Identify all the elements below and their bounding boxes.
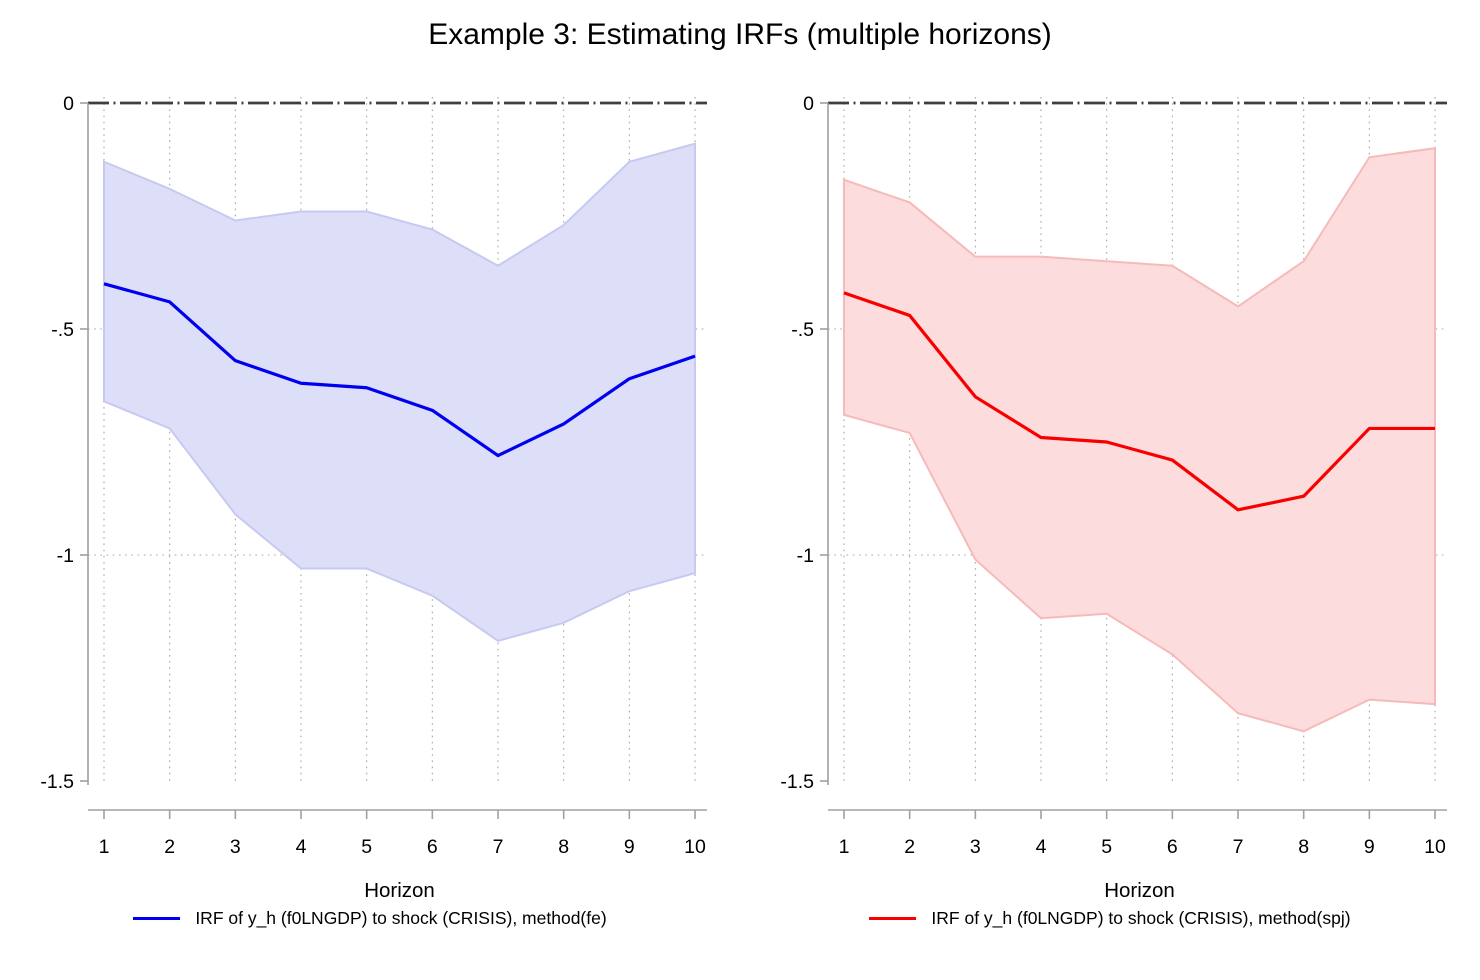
legend-fe: IRF of y_h (f0LNGDP) to shock (CRISIS), … (0, 908, 740, 929)
confidence-band (103, 142, 697, 642)
x-tick-label: 2 (904, 836, 915, 858)
y-tick-label: -1 (57, 545, 74, 567)
panel-method-fe: 0 -.5 -1 -1.5 1 2 3 4 5 6 7 8 9 10 Horizon (0, 75, 740, 905)
legend-label-spj: IRF of y_h (f0LNGDP) to shock (CRISIS), … (931, 908, 1351, 928)
y-tick-label: 0 (63, 93, 74, 115)
y-tick-label: -1.5 (40, 771, 74, 793)
y-tick-label: 0 (803, 93, 814, 115)
x-tick-label: 3 (970, 836, 981, 858)
legend-spj: IRF of y_h (f0LNGDP) to shock (CRISIS), … (740, 908, 1480, 929)
irf-chart-spj: 0 -.5 -1 -1.5 1 2 3 4 5 6 7 8 9 10 Horizon (780, 93, 1447, 902)
x-tick-label: 6 (427, 836, 438, 858)
x-tick-label: 1 (99, 836, 110, 858)
x-tick-label: 1 (839, 836, 850, 858)
x-tick-label: 3 (230, 836, 241, 858)
chart-title: Example 3: Estimating IRFs (multiple hor… (428, 18, 1052, 51)
x-tick-label: 2 (164, 836, 175, 858)
x-tick-label: 8 (558, 836, 569, 858)
x-tick-label: 6 (1167, 836, 1178, 858)
x-tick-label: 5 (1101, 836, 1112, 858)
x-axis-title: Horizon (1104, 879, 1175, 902)
x-axis-title: Horizon (364, 879, 435, 902)
y-tick-label: -1.5 (780, 771, 814, 793)
x-tick-label: 4 (1036, 836, 1047, 858)
legend-line-swatch-fe (133, 917, 181, 920)
x-tick-label: 10 (684, 836, 706, 858)
irf-line (843, 291, 1436, 512)
y-tick-label: -.5 (791, 319, 814, 341)
x-tick-label: 8 (1298, 836, 1309, 858)
x-tick-label: 5 (361, 836, 372, 858)
legend-label-fe: IRF of y_h (f0LNGDP) to shock (CRISIS), … (195, 908, 607, 928)
panel-method-spj: 0 -.5 -1 -1.5 1 2 3 4 5 6 7 8 9 10 Horizon (740, 75, 1480, 905)
x-tick-label: 9 (624, 836, 635, 858)
x-tick-label: 4 (296, 836, 307, 858)
irf-line (103, 282, 696, 458)
legend-line-swatch-spj (869, 917, 917, 920)
x-tick-label: 9 (1364, 836, 1375, 858)
irf-chart-fe: 0 -.5 -1 -1.5 1 2 3 4 5 6 7 8 9 10 Horizon (40, 93, 707, 902)
confidence-band (843, 147, 1437, 733)
x-tick-label: 7 (493, 836, 504, 858)
x-tick-label: 7 (1233, 836, 1244, 858)
x-tick-label: 10 (1424, 836, 1446, 858)
y-tick-label: -.5 (51, 319, 74, 341)
y-tick-label: -1 (797, 545, 814, 567)
